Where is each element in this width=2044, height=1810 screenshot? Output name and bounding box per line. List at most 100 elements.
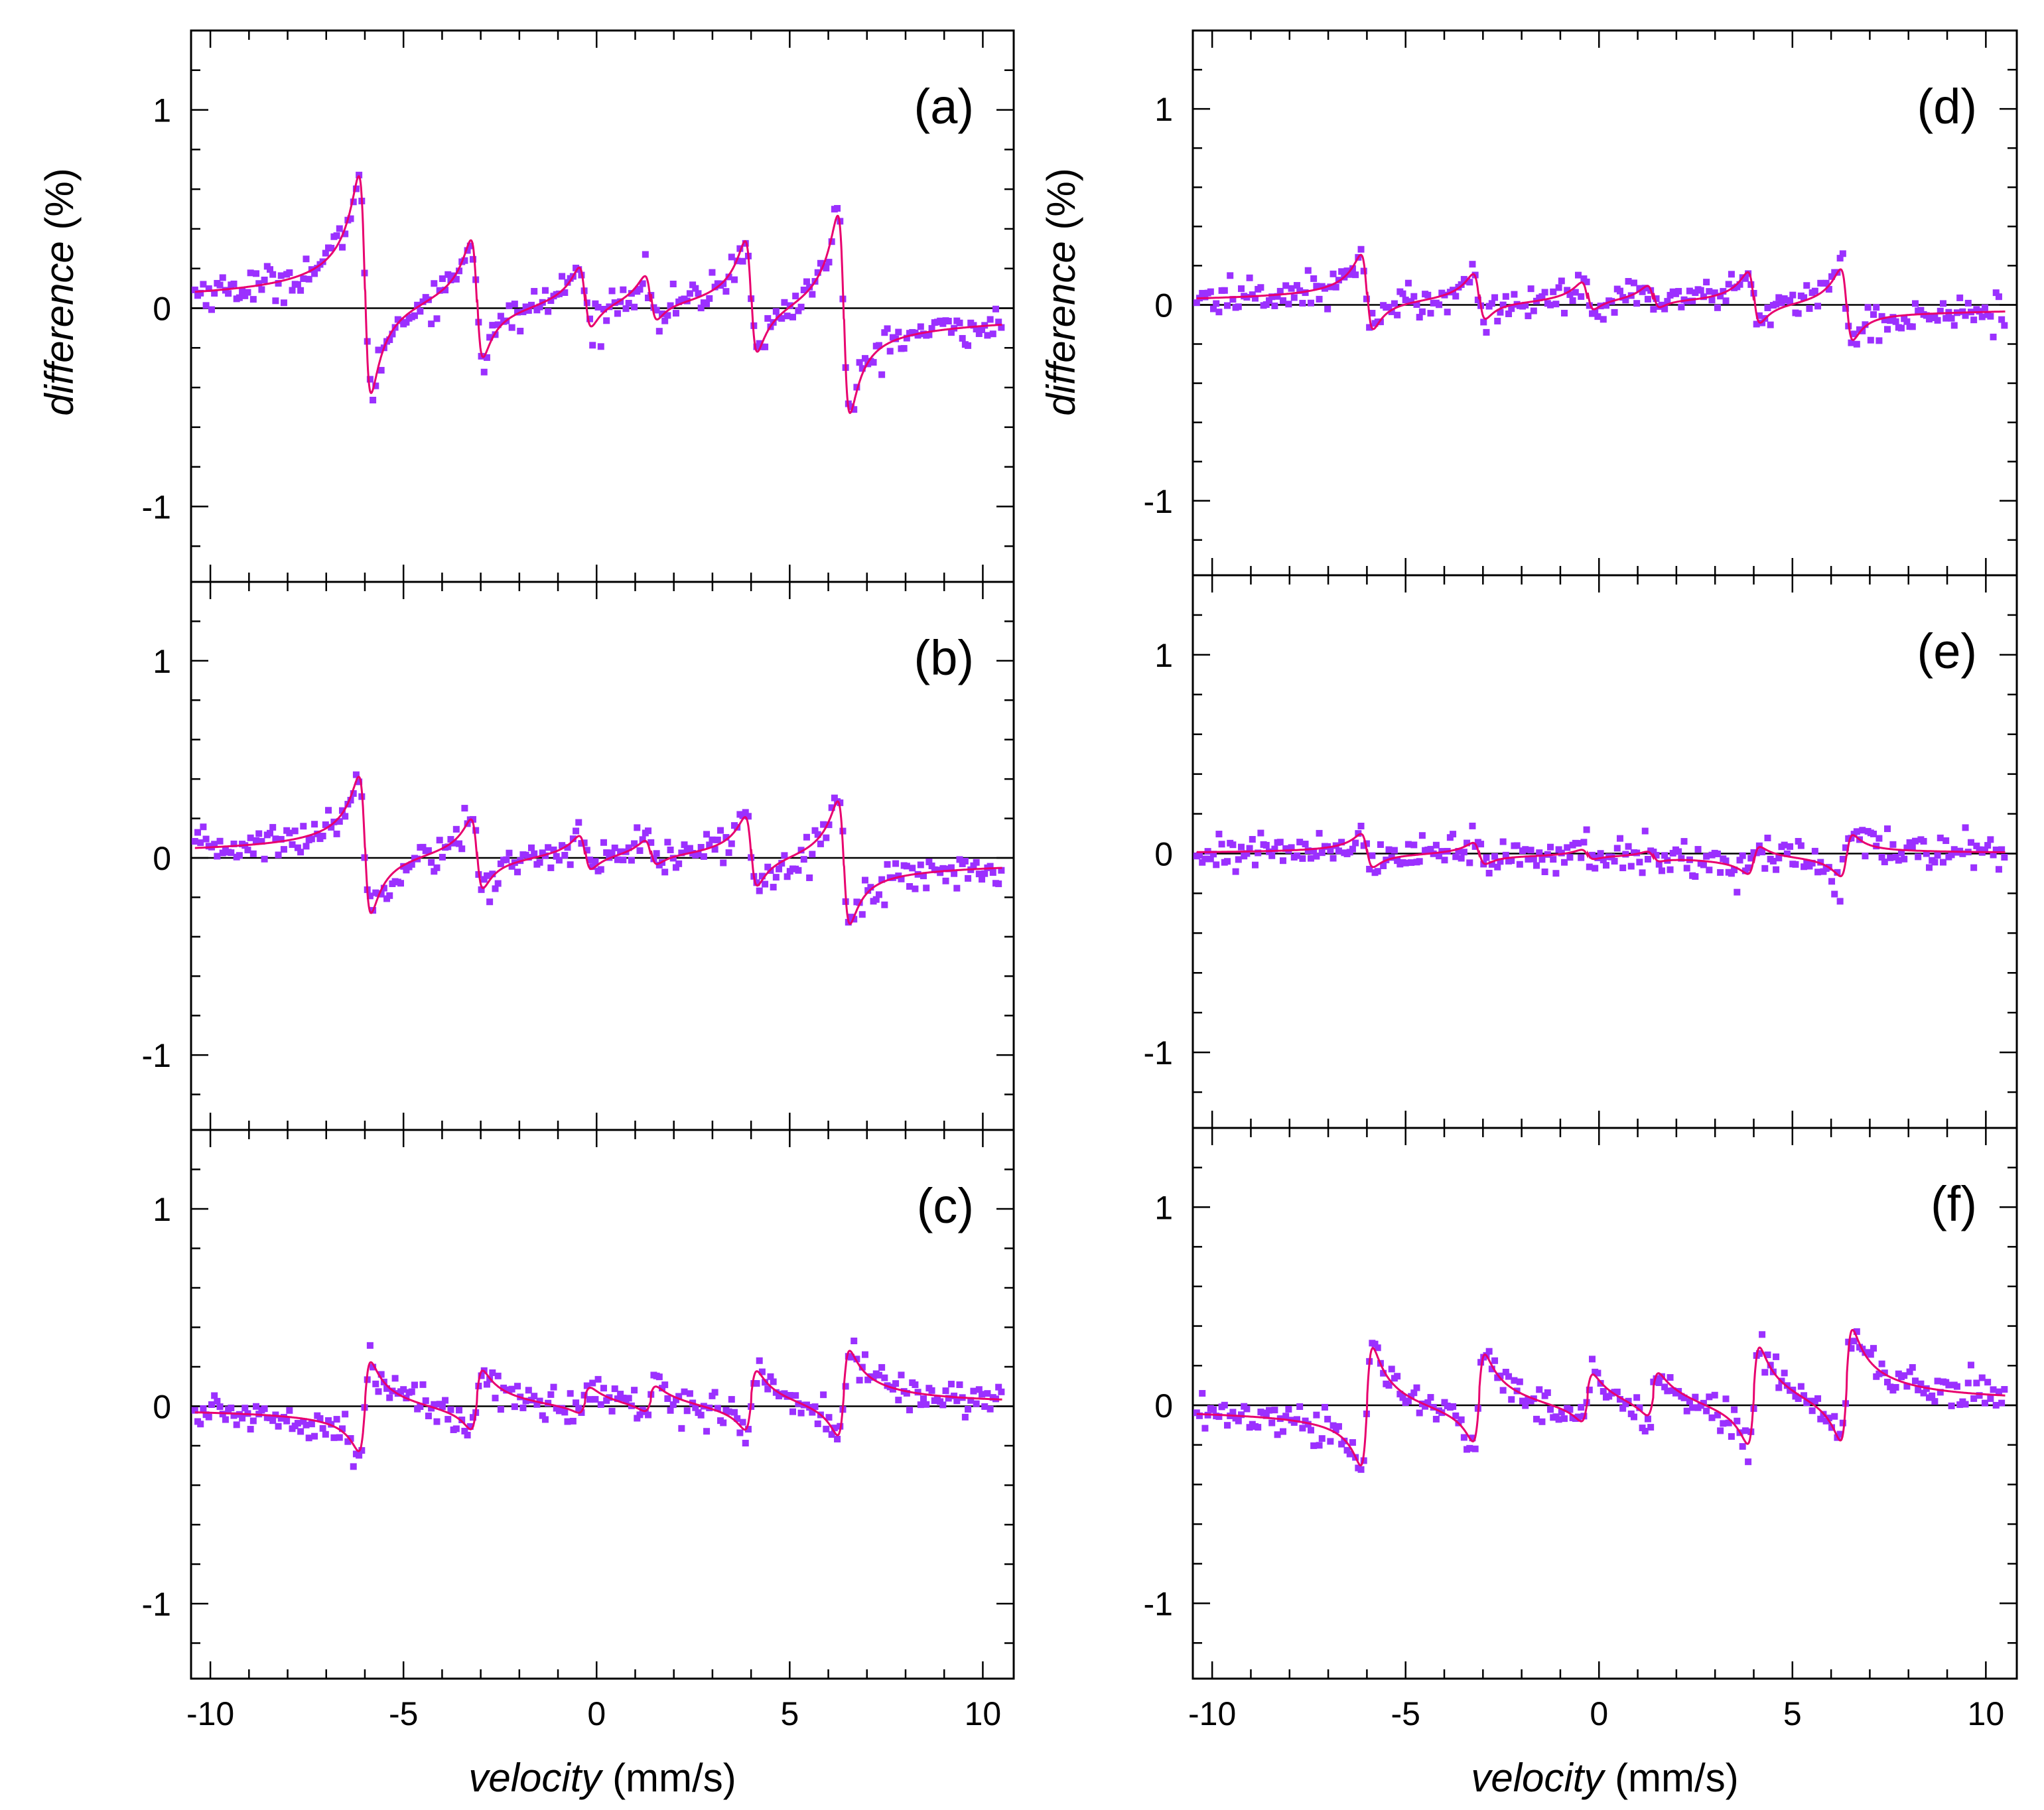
data-point xyxy=(853,383,860,391)
data-point xyxy=(797,847,805,854)
data-point xyxy=(639,836,646,843)
data-point xyxy=(1458,855,1465,862)
data-point xyxy=(953,1397,961,1405)
data-point xyxy=(1706,867,1713,874)
data-point xyxy=(672,310,679,317)
data-point xyxy=(1466,1444,1473,1452)
data-point xyxy=(1889,841,1897,848)
data-point xyxy=(1541,289,1548,296)
data-point xyxy=(973,326,980,333)
data-point xyxy=(2001,1386,2008,1393)
data-point xyxy=(809,851,816,858)
data-point xyxy=(970,322,977,329)
data-point xyxy=(1875,1370,1883,1377)
data-point xyxy=(1667,291,1674,299)
data-point xyxy=(1274,293,1281,300)
data-point xyxy=(1931,313,1939,320)
data-point xyxy=(541,1416,549,1423)
data-point xyxy=(736,245,744,252)
data-point xyxy=(1391,300,1398,307)
data-point xyxy=(1892,1383,1899,1391)
data-point xyxy=(1207,288,1214,295)
data-point xyxy=(1653,851,1660,859)
data-point xyxy=(1235,856,1242,863)
data-point xyxy=(247,834,254,841)
data-points xyxy=(191,1337,1005,1470)
data-point xyxy=(1566,291,1574,299)
data-point xyxy=(608,1407,616,1415)
data-point xyxy=(756,340,763,347)
data-point xyxy=(403,318,410,326)
data-point xyxy=(191,286,198,293)
data-point xyxy=(697,1411,705,1419)
data-point xyxy=(973,1400,980,1407)
data-point xyxy=(225,290,232,297)
data-point xyxy=(1201,855,1209,863)
data-point xyxy=(389,330,396,338)
data-point xyxy=(1641,285,1649,292)
data-point xyxy=(1923,850,1930,857)
data-point xyxy=(469,815,476,823)
data-point xyxy=(781,299,788,306)
data-point xyxy=(1984,842,1992,849)
data-point xyxy=(1683,1407,1690,1415)
data-point xyxy=(200,281,207,288)
data-point xyxy=(386,892,393,899)
data-point xyxy=(461,805,468,812)
data-point xyxy=(1828,273,1836,280)
data-point xyxy=(1574,1413,1582,1421)
data-point xyxy=(336,1434,343,1441)
data-point xyxy=(1717,869,1724,876)
data-point xyxy=(305,275,312,283)
data-point xyxy=(711,846,718,853)
data-point xyxy=(1703,1407,1710,1415)
data-point xyxy=(319,1425,326,1432)
data-point xyxy=(981,1403,988,1410)
data-point xyxy=(1246,274,1253,281)
data-point xyxy=(625,299,632,307)
data-point xyxy=(987,863,994,870)
data-point xyxy=(1987,313,1994,320)
data-point xyxy=(1578,854,1585,861)
panel-b: -1 0 1 (b) xyxy=(142,581,1015,1131)
data-point xyxy=(1627,863,1635,870)
data-point xyxy=(1745,1458,1752,1466)
data-point xyxy=(1622,851,1629,858)
data-point xyxy=(291,827,299,835)
data-point xyxy=(1436,301,1443,309)
data-point xyxy=(884,861,891,868)
data-point xyxy=(717,827,724,834)
data-point xyxy=(1349,1439,1356,1446)
data-point xyxy=(1450,831,1457,838)
data-point xyxy=(361,854,368,861)
data-point xyxy=(1945,1381,1952,1389)
data-point xyxy=(778,314,785,322)
data-point xyxy=(878,1363,886,1371)
data-point xyxy=(884,325,891,332)
data-point xyxy=(1708,1414,1716,1421)
data-point xyxy=(447,1406,454,1413)
data-point xyxy=(1418,308,1426,315)
data-point xyxy=(686,290,693,297)
data-point xyxy=(511,1403,518,1411)
data-point xyxy=(1243,850,1251,857)
data-point xyxy=(1920,837,1927,845)
data-point xyxy=(1458,1416,1465,1423)
data-point xyxy=(1555,1416,1562,1423)
data-point xyxy=(1992,289,2000,297)
data-point xyxy=(1307,299,1314,307)
data-point xyxy=(1279,297,1286,305)
data-point xyxy=(1753,320,1760,328)
data-point xyxy=(1369,852,1376,859)
data-point xyxy=(1720,288,1727,295)
data-point xyxy=(1410,293,1418,300)
data-point xyxy=(758,1368,766,1375)
data-point xyxy=(669,281,677,288)
data-point xyxy=(878,371,886,378)
data-point xyxy=(903,334,910,342)
data-point xyxy=(1878,313,1885,320)
data-point xyxy=(214,1397,221,1405)
data-point xyxy=(1906,1368,1913,1375)
data-point xyxy=(861,876,868,884)
data-point xyxy=(1717,293,1724,300)
